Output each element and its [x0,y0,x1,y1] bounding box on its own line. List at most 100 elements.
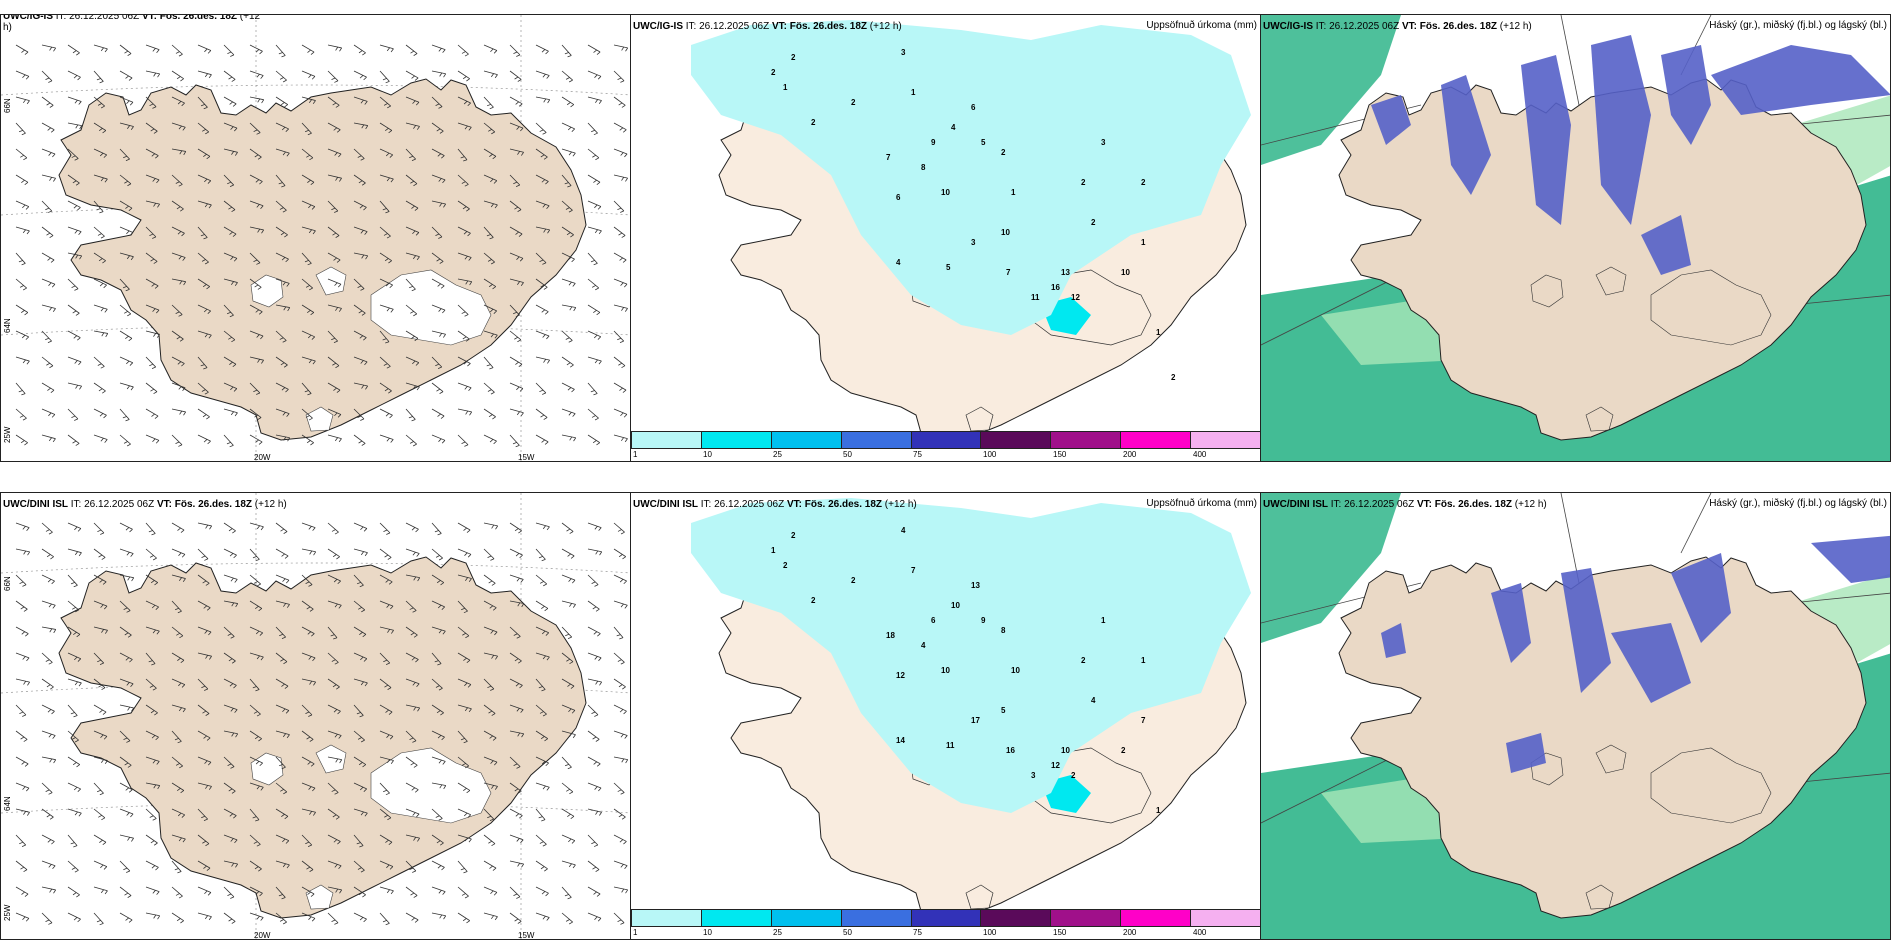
wind-barb-feather [414,207,419,211]
wind-barb-feather [252,556,257,559]
wind-barb-feather [388,130,393,134]
wind-barb-feather [235,603,239,608]
wind-barb-feather [494,631,498,636]
wind-barb-feather [488,414,493,418]
wind-barb [197,626,212,633]
wind-barb [119,278,130,290]
wind-barb [587,44,601,53]
wind-barb-feather [464,125,468,130]
wind-barb [301,730,314,740]
wind-barb-feather [153,202,157,207]
wind-barb-feather [23,550,27,555]
wind-barb-feather [157,203,160,208]
wind-barb-feather [442,761,446,765]
wind-barb [587,226,602,232]
wind-barb [561,174,572,186]
wind-barb-feather [338,153,342,158]
wind-barb-feather [310,442,314,446]
wind-barb-feather [333,839,338,843]
wind-barb [301,652,316,659]
wind-barb-feather [310,312,315,316]
wind-barb [587,730,600,740]
wind-barb [67,626,81,635]
glacier-outline [1585,884,1614,910]
wind-barb-feather [230,577,234,582]
wind-barb [15,730,28,740]
wind-barb-feather [411,419,416,422]
wind-barb-feather [156,179,160,184]
wind-barb-feather [153,72,157,77]
wind-barb-feather [27,681,30,686]
wind-barb-feather [414,789,419,793]
wind-barb [15,834,27,846]
wind-barb-feather [365,255,369,260]
wind-barb-feather [415,232,420,236]
wind-barb [405,678,420,685]
wind-barb-feather [545,892,549,897]
wind-barb-feather [487,259,492,262]
wind-barb-feather [333,387,337,391]
wind-barb [15,756,29,765]
wind-barb-feather [463,231,468,235]
wind-barb-feather [102,390,106,394]
colorbar-swatch [771,910,842,926]
wind-barb [301,600,314,610]
wind-barb-feather [617,919,622,922]
wind-barb [431,96,443,107]
precip-value-label: 1 [911,88,916,97]
wind-barb-feather [101,759,104,764]
wind-barb-feather [308,714,313,717]
wind-barb-feather [279,919,284,922]
wind-barb [327,704,341,712]
wind-barb-feather [567,387,572,391]
panel-field-title: Uppsöfnuð úrkoma (mm) [1146,20,1257,31]
wind-barb [457,574,472,579]
wind-barb-feather [566,528,571,532]
wind-barb [171,200,184,210]
wind-barb [249,756,263,764]
wind-barb [197,704,210,714]
panel-title: UWC/IG-IS IT: 26.12.2025 06Z VT: Fös. 26… [3,14,261,33]
wind-barb-feather [48,733,52,738]
wind-barb-feather [461,607,466,611]
wind-barb-feather [335,307,339,311]
wind-barb-feather [73,75,78,79]
wind-barb-feather [22,417,27,421]
wind-barb-feather [547,229,551,234]
wind-barb-feather [182,127,186,131]
wind-barb [197,808,208,820]
wind-barb [15,122,26,134]
wind-barb-feather [207,310,211,314]
wind-barb [93,44,108,50]
domain-boundary-line [1560,15,1582,116]
wind-barb [509,96,523,105]
wind-barb-feather [255,559,260,562]
wind-barb [613,174,628,179]
wind-barb-feather [623,580,627,585]
wind-barb-feather [178,707,182,712]
glacier-outline [370,747,492,824]
glacier-outline [1530,752,1564,786]
wind-barb-feather [491,843,496,847]
wind-barb-feather [157,785,161,790]
wind-barb-feather [463,527,467,531]
precip-value-label: 1 [783,83,788,92]
wind-barb-feather [52,308,56,312]
wind-barb-feather [48,80,53,83]
wind-barb [223,808,237,816]
wind-barb [301,626,315,634]
wind-barb-feather [230,411,234,416]
wind-barb-feather [125,917,129,921]
wind-barb-feather [52,438,56,443]
wind-barb-feather [384,814,388,818]
wind-barb-feather [624,308,628,312]
colorbar-tick-label: 25 [773,928,782,937]
wind-barb [119,912,133,921]
wind-barb-feather [516,126,520,130]
wind-barb-feather [415,362,420,366]
wind-barb-feather [439,202,443,207]
wind-barb-feather [411,75,415,79]
wind-barb-feather [384,388,389,392]
wind-barb-feather [99,211,104,214]
wind-barb-feather [309,608,314,612]
